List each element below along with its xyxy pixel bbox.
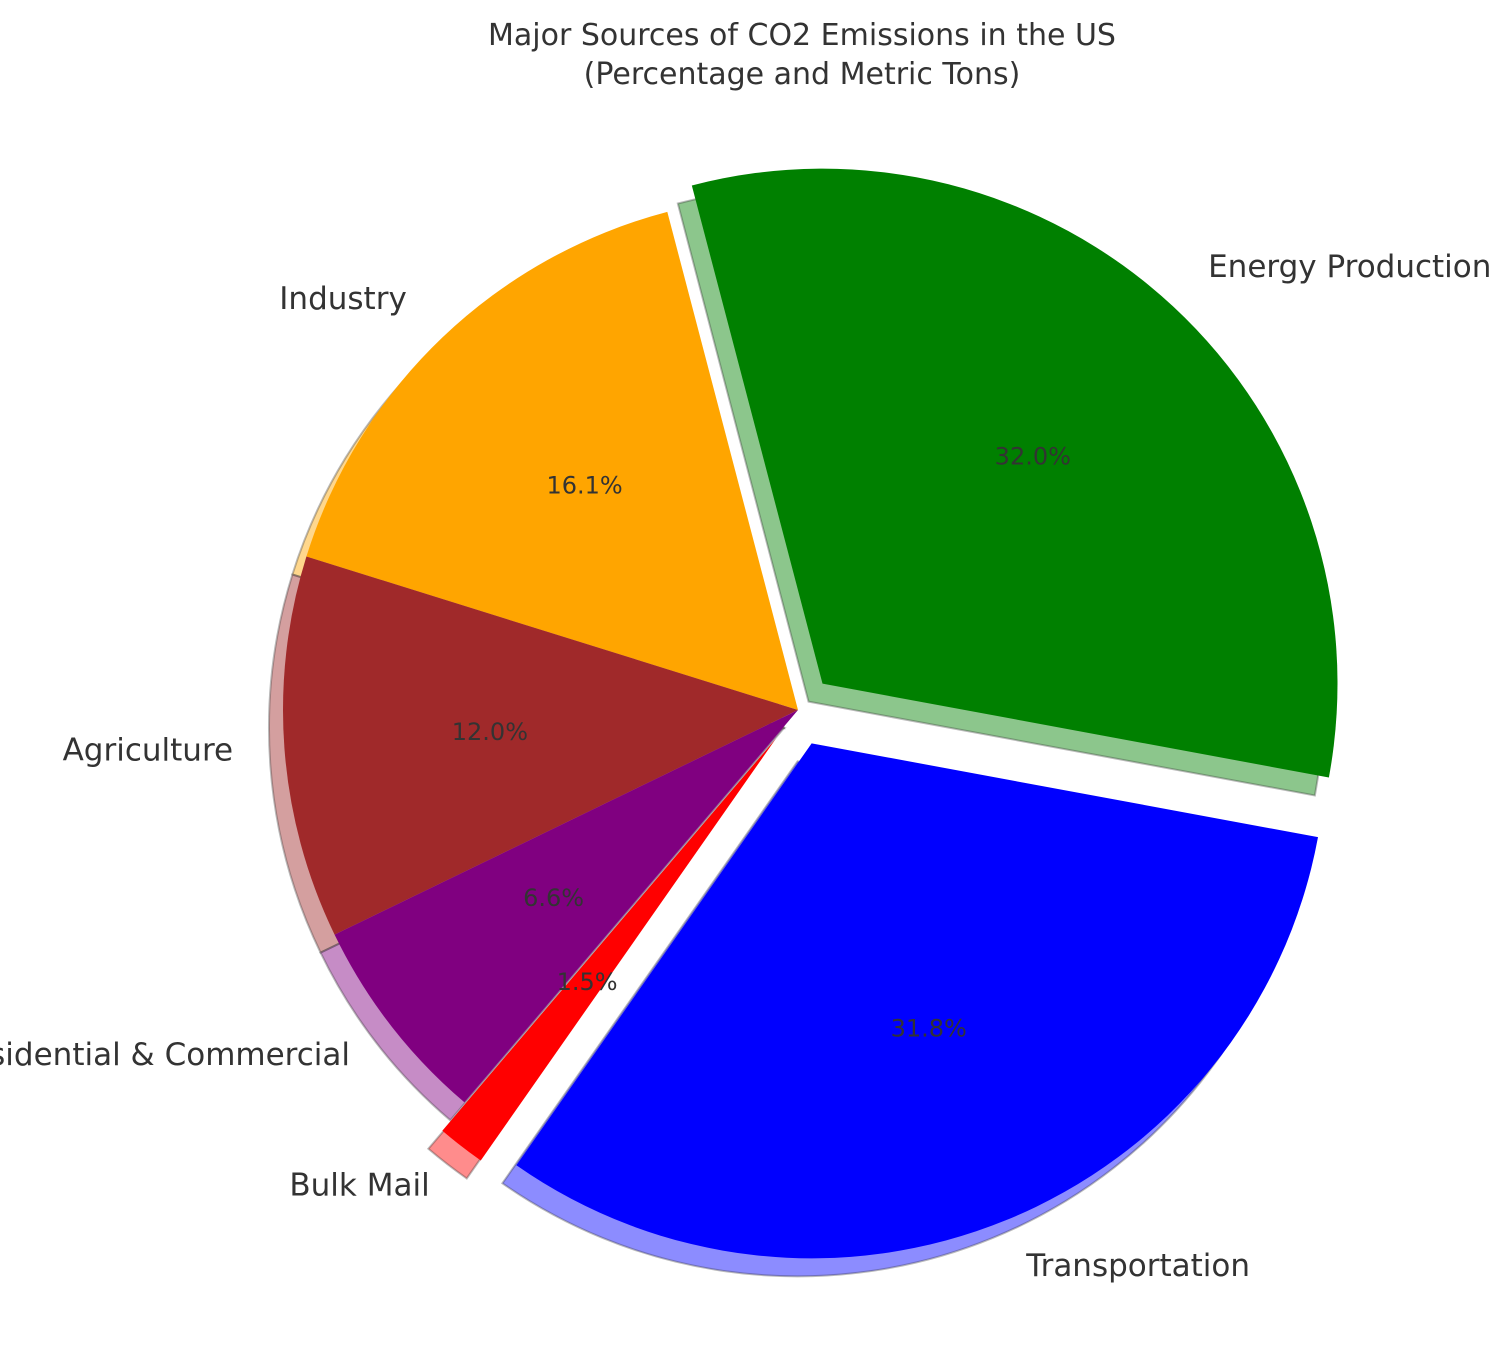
pie-slices <box>283 168 1338 1259</box>
slice-residential-and-commercial <box>334 710 798 1103</box>
chart-title-line-2: (Percentage and Metric Tons) <box>584 57 1021 92</box>
category-label-agriculture: Agriculture <box>63 733 234 769</box>
category-label-transportation: Transportation <box>1025 1248 1250 1284</box>
category-label-bulk-mail: Bulk Mail <box>289 1167 429 1203</box>
percent-label-industry: 16.1% <box>546 472 622 500</box>
slice-agriculture <box>283 556 798 935</box>
category-label-industry: Industry <box>279 281 407 317</box>
slice-transportation <box>516 743 1319 1259</box>
slice-bulk-mail <box>442 738 776 1161</box>
percent-label-energy-production: 32.0% <box>995 442 1071 470</box>
percent-labels: 32.0% 16.1% 12.0% 6.6% 1.5% 31.8% <box>452 442 1071 1042</box>
slice-industry <box>306 211 798 711</box>
percent-label-agriculture: 12.0% <box>452 718 528 746</box>
chart-title-line-1: Major Sources of CO2 Emissions in the US <box>488 18 1116 53</box>
category-label-energy-production: Energy Production <box>1208 249 1491 285</box>
category-label-residential-and-commercial: Residential & Commercial <box>0 1037 350 1073</box>
category-labels: Energy Production Industry Agriculture Resi… <box>0 249 1491 1284</box>
chart-title: Major Sources of CO2 Emissions in the US… <box>488 18 1116 92</box>
percent-label-transportation: 31.8% <box>891 1014 967 1042</box>
percent-label-bulk-mail: 1.5% <box>557 968 618 996</box>
slice-energy-production <box>691 168 1338 778</box>
percent-label-residential-and-commercial: 6.6% <box>523 884 584 912</box>
